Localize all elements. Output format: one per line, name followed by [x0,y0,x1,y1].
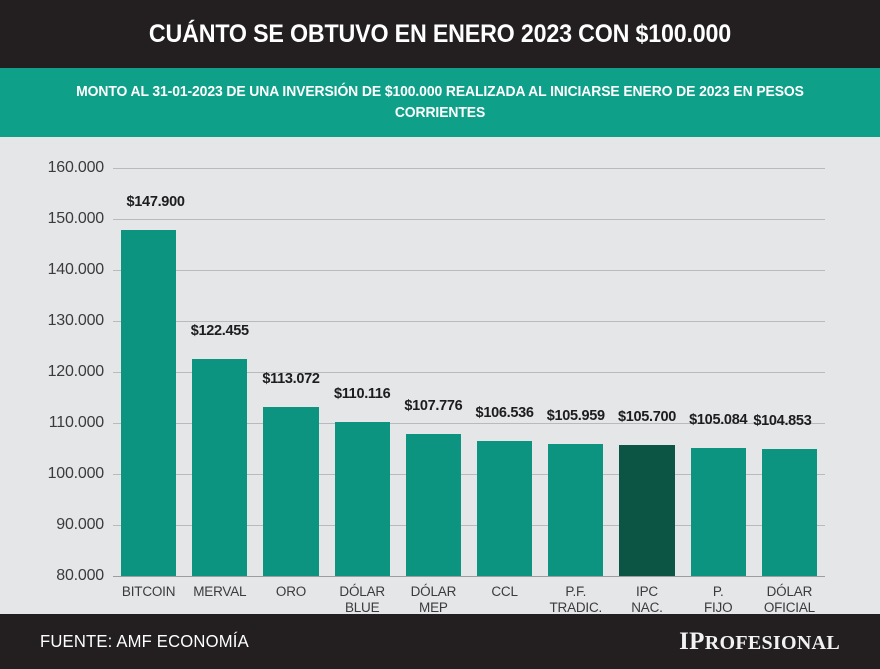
bar[interactable] [121,229,177,576]
x-axis-category-label: IPC NAC. [631,584,663,615]
bar-value-label: $107.776 [404,398,463,415]
y-axis-tick-label: 150.000 [47,210,105,227]
bar[interactable] [263,407,319,576]
gridline [113,270,825,271]
bar-value-label: $122.455 [190,323,249,340]
chart-subtitle: MONTO AL 31-01-2023 DE UNA INVERSIÓN DE … [76,83,804,121]
brand-rest: ROFESIONAL [704,631,840,654]
bar-group[interactable]: $147.900 BITCOIN [113,168,185,599]
bar-value-label: $113.072 [262,371,320,388]
x-axis-category-label: BITCOIN [121,584,176,599]
bar-group[interactable]: $110.116 DÓLAR BLUE [327,168,398,615]
bar-value-label: $104.853 [753,413,812,430]
bar-group[interactable]: $113.072 ORO [255,168,326,599]
bar-group[interactable]: $107.776 DÓLAR MEP [398,168,469,615]
y-axis-tick-label: 110.000 [48,414,104,431]
x-axis-category-label: DÓLAR OFICIAL [763,584,815,615]
brand-logo: IPROFESIONAL [679,628,840,656]
bar-value-label: $106.536 [475,404,534,421]
bar-value-label: $105.959 [546,407,605,424]
gridline [113,474,825,475]
x-axis-category-label: DÓLAR BLUE [339,584,385,615]
bar[interactable] [761,449,817,576]
bar[interactable] [405,434,461,576]
y-axis-tick-label: 80.000 [56,567,104,584]
bar-value-label: $105.084 [689,412,748,429]
gridline [113,525,825,526]
y-axis-tick-label: 120.000 [47,363,105,380]
plot-area: 160.000 150.000 140.000 130.000 120.000 110.0… [48,159,825,631]
page-title: CUÁNTO SE OBTUVO EN ENERO 2023 CON $100.… [148,19,732,48]
bar-group[interactable]: $105.700 IPC NAC. [611,168,682,615]
gridline [113,321,825,322]
bar-value-label: $110.116 [333,386,391,403]
bar[interactable] [192,359,248,576]
gridline [113,219,825,220]
gridline [113,168,825,169]
bar[interactable] [334,422,390,576]
bar[interactable] [477,440,533,576]
bar-value-label: $105.700 [617,408,677,425]
gridline [113,576,825,577]
bar-value-label: $147.900 [126,193,185,210]
bar-group[interactable]: $104.853 DÓLAR OFICIAL [753,168,825,615]
bar[interactable] [619,444,675,576]
x-axis-category-label: CCL [491,584,518,599]
y-axis-tick-label: 100.000 [47,465,105,482]
x-axis-category-label: P.F. TRADIC. [549,584,603,615]
subtitle-band: MONTO AL 31-01-2023 DE UNA INVERSIÓN DE … [0,68,880,137]
x-axis-category-label: DÓLAR MEP [410,584,457,615]
x-axis-category-label: MERVAL [193,584,247,599]
gridline [113,423,825,424]
brand-lead: IP [679,627,705,655]
y-axis-tick-label: 140.000 [47,261,105,278]
footer-band: FUENTE: AMF ECONOMÍA IPROFESIONAL [0,614,880,669]
source-label: FUENTE: AMF ECONOMÍA [40,631,249,651]
y-axis-tick-label: 90.000 [56,516,104,533]
y-axis-tick-label: 160.000 [47,159,105,176]
gridline [113,372,825,373]
bar[interactable] [690,448,746,576]
bar-group[interactable]: $106.536 CCL [469,168,540,599]
bars-group: $147.900 BITCOIN $122.455 MERVAL $113.072 ORO… [113,168,825,631]
bar[interactable] [548,443,604,576]
bar-group[interactable]: $122.455 MERVAL [184,168,255,599]
y-axis-tick-label: 130.000 [47,312,105,329]
bar-group[interactable]: $105.959 P.F. TRADIC. [540,168,611,615]
chart-area: 160.000 150.000 140.000 130.000 120.000 110.0… [0,137,880,631]
title-band: CUÁNTO SE OBTUVO EN ENERO 2023 CON $100.… [0,0,880,68]
x-axis-category-label: ORO [275,584,307,599]
